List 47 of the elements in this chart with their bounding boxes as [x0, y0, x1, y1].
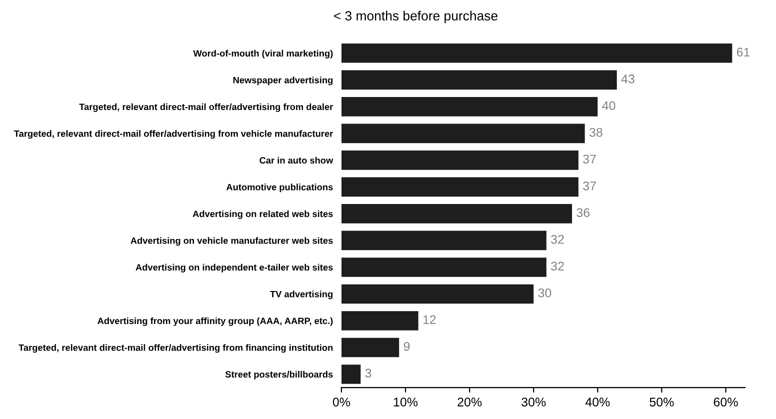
y-tick-label: Car in auto show — [260, 156, 334, 164]
data-label: 32 — [551, 234, 564, 244]
y-tick-label: Advertising on vehicle manufacturer web sites — [130, 237, 333, 246]
data-label: 37 — [583, 181, 596, 190]
y-tick-label: Advertising on independent e-tailer web sites — [136, 264, 333, 272]
y-tick-label: Newspaper advertising — [233, 76, 332, 86]
bar — [341, 338, 400, 358]
x-tick-label: 30% — [522, 398, 546, 406]
bar — [341, 258, 546, 277]
data-label: 9 — [404, 342, 410, 351]
bar — [341, 44, 732, 63]
y-tick-label: Targeted, relevant direct-mail offer/advertising from dealer — [79, 103, 333, 112]
bar — [341, 150, 578, 170]
x-tick-label: 10% — [394, 398, 418, 406]
bar — [341, 70, 617, 90]
x-tick-label: 40% — [585, 398, 610, 406]
data-label: 43 — [621, 74, 634, 84]
x-tick-label: 50% — [650, 398, 674, 406]
y-tick-label: Targeted, relevant direct-mail offer/advertising from financing institution — [18, 344, 333, 353]
data-label: 37 — [583, 154, 596, 164]
data-label: 36 — [576, 208, 590, 218]
data-label: 40 — [602, 101, 616, 110]
y-tick-label: Automotive publications — [226, 184, 333, 192]
y-tick-label: Advertising on related web sites — [192, 210, 333, 219]
data-label: 12 — [423, 315, 436, 324]
y-tick-label: Advertising from your affinity group (AAA, AARP, etc.) — [98, 317, 333, 326]
bar — [341, 124, 585, 144]
bar — [341, 364, 361, 384]
data-label: 30 — [538, 288, 552, 298]
bar — [341, 204, 572, 224]
x-tick-label: 20% — [458, 398, 482, 406]
x-tick-label: 0% — [332, 398, 350, 406]
data-label: 3 — [365, 368, 372, 378]
bar — [341, 97, 598, 116]
y-tick-label: Street posters/billboards — [225, 370, 333, 380]
y-tick-label: Word-of-mouth (viral marketing) — [193, 50, 333, 58]
data-label: 32 — [551, 262, 564, 271]
data-label: 38 — [589, 128, 602, 137]
bar — [341, 311, 418, 330]
x-tick-label: 60% — [714, 398, 738, 406]
chart-title: < 3 months before purchase — [334, 10, 498, 24]
y-tick-label: Targeted, relevant direct-mail offer/advertising from vehicle manufacturer — [14, 130, 333, 139]
y-tick-label: TV advertising — [270, 290, 332, 300]
data-label: 61 — [736, 48, 750, 57]
bar — [341, 284, 534, 304]
bar — [341, 177, 578, 197]
bar — [341, 230, 546, 250]
